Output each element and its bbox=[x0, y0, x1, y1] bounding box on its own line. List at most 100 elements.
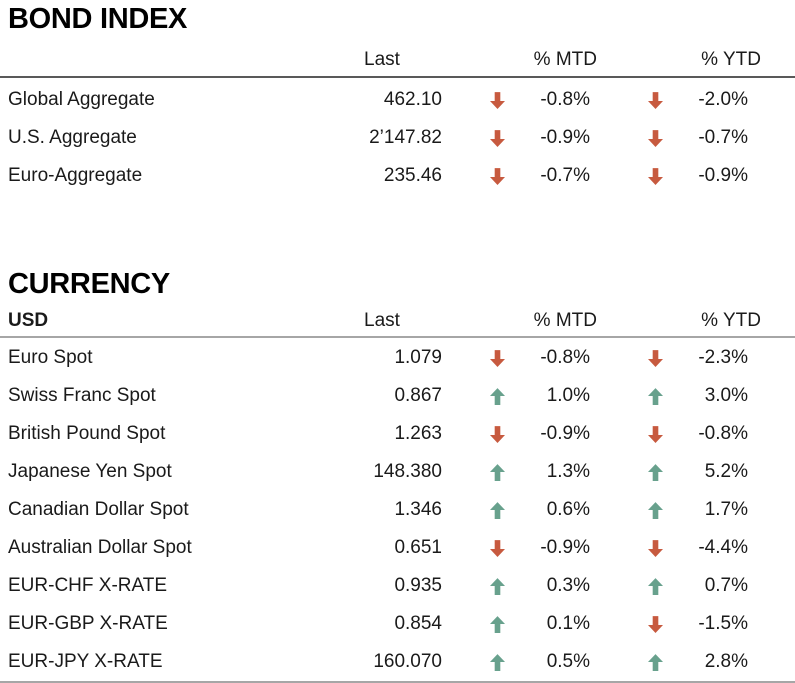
ytd-value: -4.4% bbox=[698, 537, 748, 558]
column-header-last: Last bbox=[364, 310, 400, 331]
ytd-cell: 0.7% bbox=[590, 575, 748, 597]
down-arrow-icon bbox=[648, 129, 663, 147]
up-arrow-icon bbox=[490, 501, 505, 519]
instrument-name: Australian Dollar Spot bbox=[8, 537, 192, 558]
table-row: Swiss Franc Spot 0.867 1.0% 3.0% bbox=[0, 377, 795, 415]
bond-table-header: Last % MTD % YTD bbox=[0, 46, 795, 74]
mtd-value: -0.9% bbox=[540, 127, 590, 148]
mtd-value: -0.8% bbox=[540, 89, 590, 110]
ytd-cell: -4.4% bbox=[590, 537, 748, 559]
bond-table-rows: Global Aggregate 462.10 -0.8% -2.0% U.S.… bbox=[0, 78, 795, 195]
mtd-value: 0.3% bbox=[546, 575, 590, 596]
down-arrow-icon bbox=[648, 615, 663, 633]
column-header-last: Last bbox=[364, 49, 400, 70]
up-arrow-icon bbox=[648, 387, 663, 405]
instrument-name: Global Aggregate bbox=[8, 89, 155, 110]
section-title-currency: CURRENCY bbox=[8, 268, 170, 300]
bond-index-section: BOND INDEX Last % MTD % YTD Global Aggre… bbox=[0, 2, 795, 195]
instrument-name: Canadian Dollar Spot bbox=[8, 499, 189, 520]
instrument-name: Swiss Franc Spot bbox=[8, 385, 156, 406]
up-arrow-icon bbox=[648, 463, 663, 481]
mtd-value: 0.6% bbox=[546, 499, 590, 520]
down-arrow-icon bbox=[648, 539, 663, 557]
instrument-name: EUR-GBP X-RATE bbox=[8, 613, 168, 634]
mtd-value: -0.9% bbox=[540, 423, 590, 444]
currency-table-rows: Euro Spot 1.079 -0.8% -2.3% Swiss Franc … bbox=[0, 338, 795, 681]
up-arrow-icon bbox=[490, 577, 505, 595]
ytd-cell: 1.7% bbox=[590, 499, 748, 521]
up-arrow-icon bbox=[490, 615, 505, 633]
down-arrow-icon bbox=[490, 129, 505, 147]
instrument-name: EUR-CHF X-RATE bbox=[8, 575, 168, 596]
mtd-cell: 0.6% bbox=[442, 499, 590, 521]
header-divider bbox=[0, 336, 795, 338]
down-arrow-icon bbox=[490, 425, 505, 443]
mtd-value: 1.0% bbox=[546, 385, 590, 406]
mtd-cell: 0.5% bbox=[442, 651, 590, 673]
last-value: 0.854 bbox=[394, 613, 442, 634]
ytd-value: 2.8% bbox=[704, 651, 748, 672]
down-arrow-icon bbox=[648, 91, 663, 109]
ytd-value: -2.0% bbox=[698, 89, 748, 110]
instrument-name: Euro Spot bbox=[8, 347, 93, 368]
mtd-cell: 0.3% bbox=[442, 575, 590, 597]
down-arrow-icon bbox=[648, 349, 663, 367]
up-arrow-icon bbox=[490, 463, 505, 481]
mtd-cell: -0.9% bbox=[442, 537, 590, 559]
last-value: 235.46 bbox=[383, 165, 442, 186]
last-value: 0.935 bbox=[394, 575, 442, 596]
instrument-name: U.S. Aggregate bbox=[8, 127, 137, 148]
table-row: EUR-JPY X-RATE 160.070 0.5% 2.8% bbox=[0, 643, 795, 681]
table-row: EUR-CHF X-RATE 0.935 0.3% 0.7% bbox=[0, 567, 795, 605]
table-row: Euro-Aggregate 235.46 -0.7% -0.9% bbox=[0, 157, 795, 195]
last-value: 1.346 bbox=[394, 499, 442, 520]
column-header-usd: USD bbox=[8, 310, 49, 331]
ytd-cell: -2.0% bbox=[590, 89, 748, 111]
last-value: 1.263 bbox=[394, 423, 442, 444]
instrument-name: Japanese Yen Spot bbox=[8, 461, 172, 482]
column-header-mtd: % MTD bbox=[533, 310, 597, 331]
instrument-name: British Pound Spot bbox=[8, 423, 166, 444]
ytd-cell: 2.8% bbox=[590, 651, 748, 673]
mtd-value: 1.3% bbox=[546, 461, 590, 482]
down-arrow-icon bbox=[490, 539, 505, 557]
ytd-value: 1.7% bbox=[704, 499, 748, 520]
ytd-cell: -1.5% bbox=[590, 613, 748, 635]
ytd-cell: 5.2% bbox=[590, 461, 748, 483]
down-arrow-icon bbox=[648, 425, 663, 443]
mtd-cell: -0.9% bbox=[442, 423, 590, 445]
table-row: Australian Dollar Spot 0.651 -0.9% -4.4% bbox=[0, 529, 795, 567]
column-header-ytd: % YTD bbox=[701, 310, 761, 331]
ytd-value: 0.7% bbox=[704, 575, 748, 596]
ytd-cell: -0.7% bbox=[590, 127, 748, 149]
mtd-value: -0.9% bbox=[540, 537, 590, 558]
ytd-cell: -0.8% bbox=[590, 423, 748, 445]
table-row: Canadian Dollar Spot 1.346 0.6% 1.7% bbox=[0, 491, 795, 529]
mtd-value: -0.8% bbox=[540, 347, 590, 368]
last-value: 148.380 bbox=[373, 461, 442, 482]
ytd-value: -1.5% bbox=[698, 613, 748, 634]
ytd-cell: -2.3% bbox=[590, 347, 748, 369]
up-arrow-icon bbox=[490, 653, 505, 671]
up-arrow-icon bbox=[490, 387, 505, 405]
last-value: 462.10 bbox=[383, 89, 442, 110]
ytd-cell: 3.0% bbox=[590, 385, 748, 407]
instrument-name: Euro-Aggregate bbox=[8, 165, 143, 186]
last-value: 0.651 bbox=[394, 537, 442, 558]
currency-table-header: USD Last % MTD % YTD bbox=[0, 307, 795, 335]
table-row: U.S. Aggregate 2’147.82 -0.9% -0.7% bbox=[0, 119, 795, 157]
mtd-cell: -0.8% bbox=[442, 89, 590, 111]
ytd-value: -0.8% bbox=[698, 423, 748, 444]
table-row: Japanese Yen Spot 148.380 1.3% 5.2% bbox=[0, 453, 795, 491]
up-arrow-icon bbox=[648, 577, 663, 595]
down-arrow-icon bbox=[648, 167, 663, 185]
mtd-cell: 1.3% bbox=[442, 461, 590, 483]
last-value: 160.070 bbox=[373, 651, 442, 672]
ytd-value: -0.9% bbox=[698, 165, 748, 186]
bottom-divider bbox=[0, 681, 795, 683]
down-arrow-icon bbox=[490, 349, 505, 367]
mtd-value: 0.5% bbox=[546, 651, 590, 672]
mtd-cell: 0.1% bbox=[442, 613, 590, 635]
down-arrow-icon bbox=[490, 167, 505, 185]
table-row: Euro Spot 1.079 -0.8% -2.3% bbox=[0, 339, 795, 377]
